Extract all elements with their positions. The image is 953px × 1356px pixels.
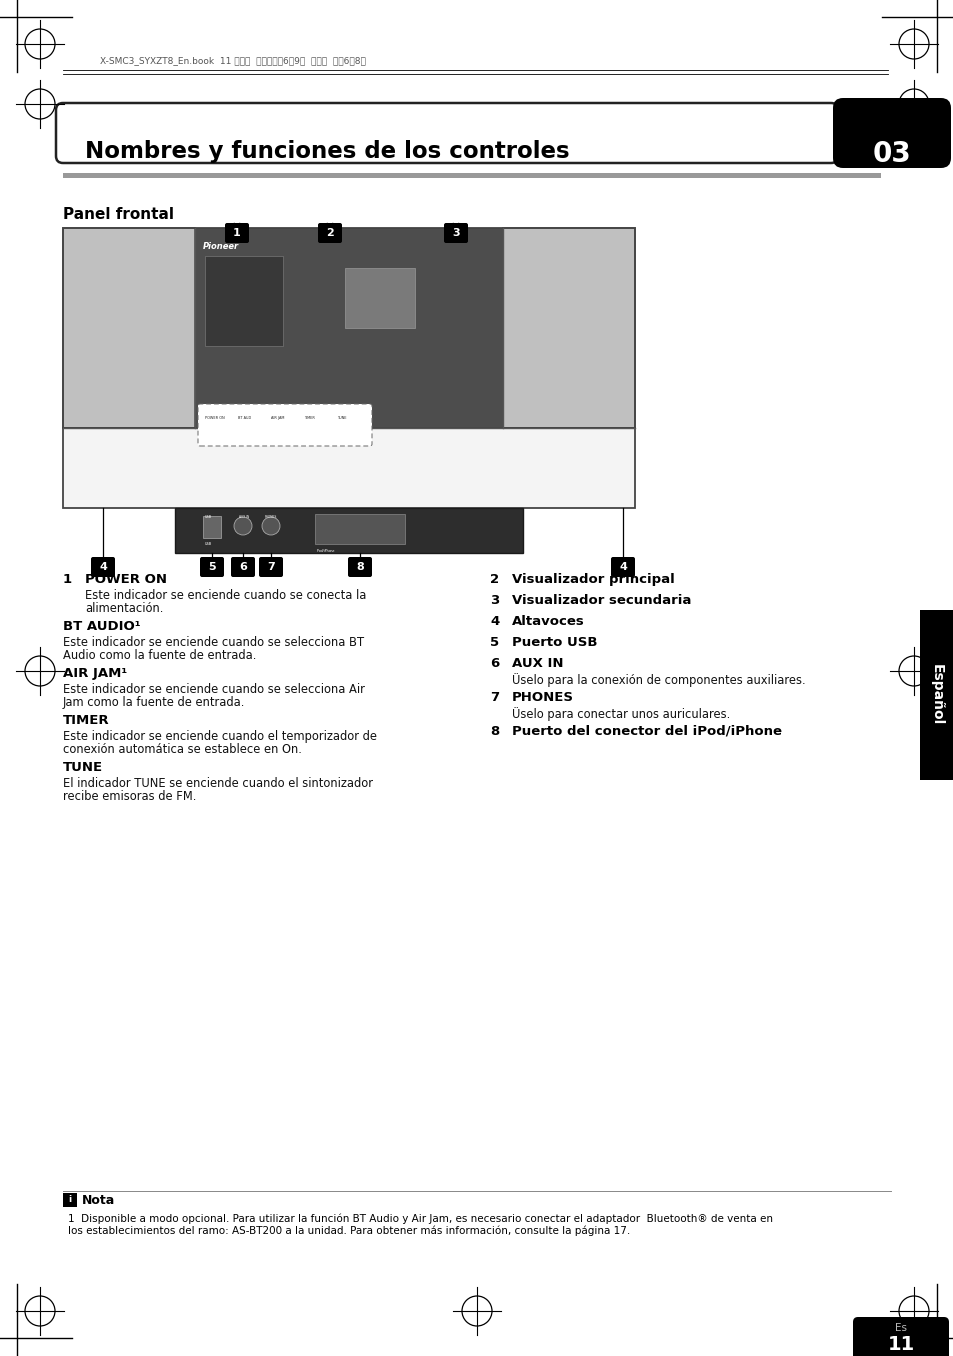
Text: 3: 3 — [452, 228, 459, 239]
Text: AUX IN: AUX IN — [239, 515, 249, 519]
Text: 7: 7 — [267, 561, 274, 572]
Bar — [205, 256, 283, 346]
Text: Español: Español — [929, 664, 943, 725]
Text: TIMER: TIMER — [63, 715, 110, 727]
FancyBboxPatch shape — [610, 557, 635, 578]
Bar — [63, 228, 635, 428]
Bar — [203, 517, 221, 538]
Text: Audio como la fuente de entrada.: Audio como la fuente de entrada. — [63, 650, 256, 662]
Text: 11: 11 — [886, 1334, 914, 1353]
Text: Visualizador secundaria: Visualizador secundaria — [512, 594, 691, 607]
Text: Nombres y funciones de los controles: Nombres y funciones de los controles — [85, 140, 569, 163]
Bar — [502, 228, 635, 428]
Text: Üselo para conectar unos auriculares.: Üselo para conectar unos auriculares. — [512, 706, 729, 721]
Text: TIMER: TIMER — [304, 416, 314, 420]
Circle shape — [262, 517, 280, 536]
Text: Este indicador se enciende cuando se selecciona Air: Este indicador se enciende cuando se sel… — [63, 683, 364, 696]
Text: TUNE: TUNE — [63, 761, 103, 774]
FancyBboxPatch shape — [225, 222, 249, 243]
Bar — [63, 228, 194, 428]
Text: PHONES: PHONES — [265, 515, 277, 519]
Text: 6: 6 — [239, 561, 247, 572]
Text: Üselo para la conexión de componentes auxiliares.: Üselo para la conexión de componentes au… — [512, 673, 804, 687]
Circle shape — [233, 517, 252, 536]
Text: 03: 03 — [872, 140, 910, 168]
Bar — [63, 1193, 77, 1207]
FancyBboxPatch shape — [832, 98, 950, 168]
FancyBboxPatch shape — [56, 103, 837, 163]
Text: AUX IN: AUX IN — [512, 658, 563, 670]
Text: 6: 6 — [490, 658, 498, 670]
Text: Este indicador se enciende cuando se conecta la: Este indicador se enciende cuando se con… — [85, 589, 366, 602]
Text: BT AUD: BT AUD — [237, 416, 251, 420]
FancyBboxPatch shape — [200, 557, 224, 578]
Text: Jam como la fuente de entrada.: Jam como la fuente de entrada. — [63, 696, 245, 709]
FancyBboxPatch shape — [443, 222, 468, 243]
Text: 2: 2 — [326, 228, 334, 239]
Text: Puerto del conector del iPod/iPhone: Puerto del conector del iPod/iPhone — [512, 725, 781, 738]
Text: Panel frontal: Panel frontal — [63, 207, 173, 222]
Text: Altavoces: Altavoces — [512, 616, 584, 628]
Text: 5: 5 — [490, 636, 498, 650]
Bar — [345, 268, 415, 328]
Text: 8: 8 — [490, 725, 498, 738]
Text: 4: 4 — [490, 616, 498, 628]
FancyBboxPatch shape — [258, 557, 283, 578]
Text: POWER ON: POWER ON — [205, 416, 224, 420]
Text: Visualizador principal: Visualizador principal — [512, 574, 674, 586]
Text: 1  Disponible a modo opcional. Para utilizar la función BT Audio y Air Jam, es n: 1 Disponible a modo opcional. Para utili… — [68, 1214, 772, 1235]
Text: X-SMC3_SYXZT8_En.book  11 ページ  ２０１１年6月9日  木曜日  午後6晎8分: X-SMC3_SYXZT8_En.book 11 ページ ２０１１年6月9日 木… — [100, 56, 366, 65]
Text: i: i — [69, 1196, 71, 1204]
Text: Este indicador se enciende cuando el temporizador de: Este indicador se enciende cuando el tem… — [63, 730, 376, 743]
Text: 5: 5 — [208, 561, 215, 572]
Bar — [919, 610, 953, 780]
FancyBboxPatch shape — [91, 557, 115, 578]
Text: El indicador TUNE se enciende cuando el sintonizador: El indicador TUNE se enciende cuando el … — [63, 777, 373, 791]
Text: conexión automática se establece en On.: conexión automática se establece en On. — [63, 743, 301, 757]
Text: PHONES: PHONES — [512, 692, 574, 704]
Text: 2: 2 — [490, 574, 498, 586]
Text: POWER ON: POWER ON — [85, 574, 167, 586]
Text: Pioneer: Pioneer — [203, 241, 239, 251]
Text: 4: 4 — [618, 561, 626, 572]
FancyBboxPatch shape — [231, 557, 254, 578]
Text: TUNE: TUNE — [336, 416, 346, 420]
Text: 3: 3 — [490, 594, 498, 607]
Text: 1: 1 — [63, 574, 72, 586]
Text: AIR JAM: AIR JAM — [271, 416, 284, 420]
Text: 1: 1 — [233, 228, 240, 239]
Text: USB: USB — [205, 515, 212, 519]
Bar — [314, 514, 405, 544]
Text: Es: Es — [894, 1323, 906, 1333]
Text: 8: 8 — [355, 561, 363, 572]
FancyBboxPatch shape — [198, 404, 372, 446]
Text: recibe emisoras de FM.: recibe emisoras de FM. — [63, 791, 196, 803]
FancyBboxPatch shape — [317, 222, 341, 243]
Bar — [63, 174, 880, 178]
Bar — [194, 228, 502, 428]
Text: Este indicador se enciende cuando se selecciona BT: Este indicador se enciende cuando se sel… — [63, 636, 364, 650]
Text: iPod/iPhone: iPod/iPhone — [316, 549, 335, 553]
Text: 4: 4 — [99, 561, 107, 572]
Bar — [174, 508, 522, 553]
Text: AIR JAM¹: AIR JAM¹ — [63, 667, 127, 679]
Text: alimentación.: alimentación. — [85, 602, 163, 616]
Bar — [63, 428, 635, 508]
Text: BT AUDIO¹: BT AUDIO¹ — [63, 620, 140, 633]
FancyBboxPatch shape — [852, 1317, 948, 1356]
FancyBboxPatch shape — [348, 557, 372, 578]
Text: USB: USB — [205, 542, 212, 546]
Text: Nota: Nota — [82, 1195, 115, 1207]
Text: Puerto USB: Puerto USB — [512, 636, 597, 650]
Text: 7: 7 — [490, 692, 498, 704]
